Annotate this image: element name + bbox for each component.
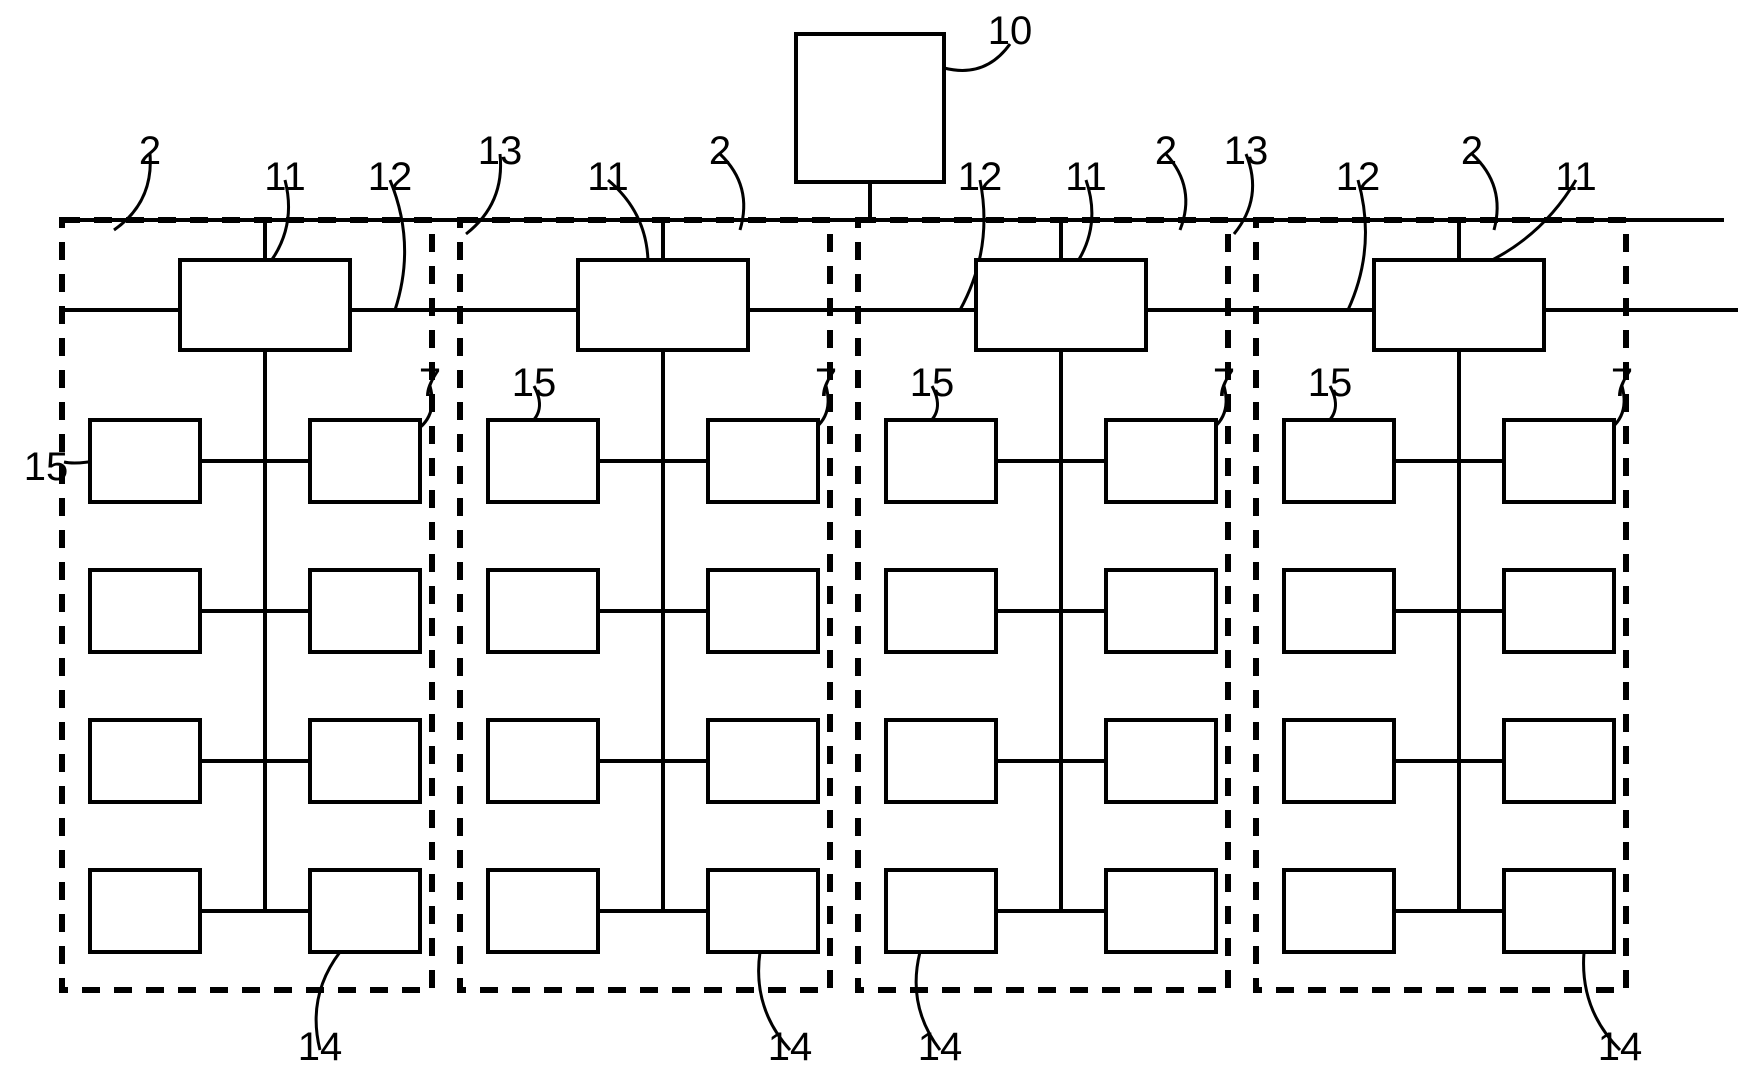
label-13: 13 [478,129,523,173]
controller-block [578,260,748,350]
leaf-block [1504,870,1614,952]
leaf-block [708,570,818,652]
leaf-block [310,570,420,652]
block-diagram: 10 2 7 11 12 14 15 2 7 11 13 14 15 2 7 11 12 13 14 15 2 7 11 12… [0,0,1764,1086]
leaf-block [488,870,598,952]
label-12: 12 [958,155,1003,199]
leaf-block [886,570,996,652]
label-10: 10 [988,9,1033,53]
leaf-block [488,720,598,802]
label-14: 14 [298,1025,343,1069]
label-12: 12 [368,155,413,199]
label-7: 7 [1611,361,1633,405]
label-15: 15 [512,361,557,405]
label-14: 14 [768,1025,813,1069]
leaf-block [310,870,420,952]
leaf-block [1284,420,1394,502]
leaf-block [1284,870,1394,952]
label-11: 11 [264,155,306,199]
label-7: 7 [1213,361,1235,405]
leaf-block [1106,570,1216,652]
leaf-block [708,870,818,952]
leaf-block [886,420,996,502]
leaf-block [90,570,200,652]
leaf-block [1106,720,1216,802]
leaf-block [1106,420,1216,502]
leaf-block [886,870,996,952]
leaf-block [1504,420,1614,502]
leaf-block [708,420,818,502]
leaf-block [886,720,996,802]
label-7: 7 [419,361,441,405]
controller-block [1374,260,1544,350]
label-2: 2 [1155,129,1177,173]
label-15: 15 [24,445,69,489]
label-11: 11 [1555,155,1597,199]
leaf-block [90,420,200,502]
label-11: 11 [1065,155,1107,199]
label-15: 15 [910,361,955,405]
leaf-block [310,420,420,502]
leaf-block [1284,720,1394,802]
leaf-block [90,870,200,952]
label-13: 13 [1224,129,1269,173]
label-14: 14 [918,1025,963,1069]
root-block [796,34,944,182]
leaf-block [708,720,818,802]
leaf-block [1504,570,1614,652]
leaf-block [488,420,598,502]
leaf-block [1504,720,1614,802]
leaf-block [90,720,200,802]
leaf-block [488,570,598,652]
label-2: 2 [1461,129,1483,173]
label-12: 12 [1336,155,1381,199]
leaf-block [1106,870,1216,952]
leaf-block [1284,570,1394,652]
label-11: 11 [587,155,629,199]
controller-block [976,260,1146,350]
label-14: 14 [1598,1025,1643,1069]
label-2: 2 [139,129,161,173]
leaf-block [310,720,420,802]
label-15: 15 [1308,361,1353,405]
label-2: 2 [709,129,731,173]
controller-block [180,260,350,350]
label-7: 7 [815,361,837,405]
